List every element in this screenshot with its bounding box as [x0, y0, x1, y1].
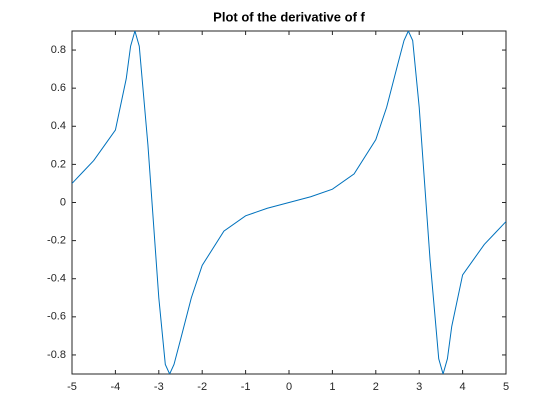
- x-tick-label: 0: [286, 381, 292, 393]
- x-tick-label: -4: [111, 381, 121, 393]
- y-tick-label: -0.6: [47, 311, 66, 323]
- y-tick-label: -0.4: [47, 273, 66, 285]
- chart-title: Plot of the derivative of f: [213, 9, 365, 24]
- data-line: [72, 31, 506, 374]
- y-tick-label: -0.8: [47, 349, 66, 361]
- y-tick-label: 0: [60, 196, 66, 208]
- y-tick-label: 0.8: [51, 44, 66, 56]
- y-tick-label: 0.4: [51, 120, 66, 132]
- x-tick-label: 2: [373, 381, 379, 393]
- y-tick-label: 0.6: [51, 82, 66, 94]
- y-tick-label: -0.2: [47, 235, 66, 247]
- y-tick-label: 0.2: [51, 158, 66, 170]
- x-tick-label: -3: [154, 381, 164, 393]
- x-tick-label: 4: [460, 381, 466, 393]
- x-tick-label: 3: [416, 381, 422, 393]
- x-tick-label: -5: [67, 381, 77, 393]
- x-tick-label: 1: [329, 381, 335, 393]
- x-tick-label: -1: [241, 381, 251, 393]
- x-tick-label: -2: [197, 381, 207, 393]
- x-tick-label: 5: [503, 381, 509, 393]
